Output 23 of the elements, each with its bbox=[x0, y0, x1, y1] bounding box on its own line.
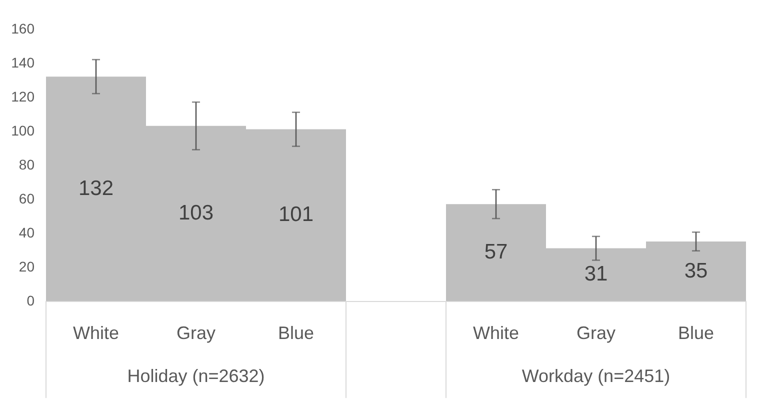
data-label: 35 bbox=[684, 259, 708, 282]
data-label: 103 bbox=[178, 201, 214, 224]
x-tick-label: Gray bbox=[176, 323, 216, 343]
y-tick-label: 100 bbox=[11, 122, 35, 138]
y-tick-label: 40 bbox=[18, 224, 35, 240]
text: Workday (n=2451) bbox=[522, 366, 670, 386]
data-label: 132 bbox=[78, 176, 114, 200]
data-label: 57 bbox=[484, 240, 508, 264]
x-tick-label: White bbox=[72, 323, 120, 343]
x-tick-label: White bbox=[472, 323, 520, 343]
data-label: 101 bbox=[278, 203, 314, 226]
x-tick-label: Gray bbox=[576, 323, 616, 343]
y-tick-label: 80 bbox=[18, 156, 35, 172]
data-label: 31 bbox=[584, 262, 608, 286]
y-tick-label: 0 bbox=[26, 292, 35, 308]
x-tick-label: Blue bbox=[678, 323, 714, 343]
y-tick-label: 120 bbox=[11, 88, 35, 104]
y-tick-label: 60 bbox=[18, 190, 35, 206]
y-tick-label: 140 bbox=[11, 54, 35, 70]
x-tick-label: Blue bbox=[278, 323, 314, 343]
y-tick-label: 20 bbox=[18, 258, 35, 274]
y-tick-label: 160 bbox=[11, 20, 35, 36]
text: Holiday (n=2632) bbox=[127, 366, 265, 386]
